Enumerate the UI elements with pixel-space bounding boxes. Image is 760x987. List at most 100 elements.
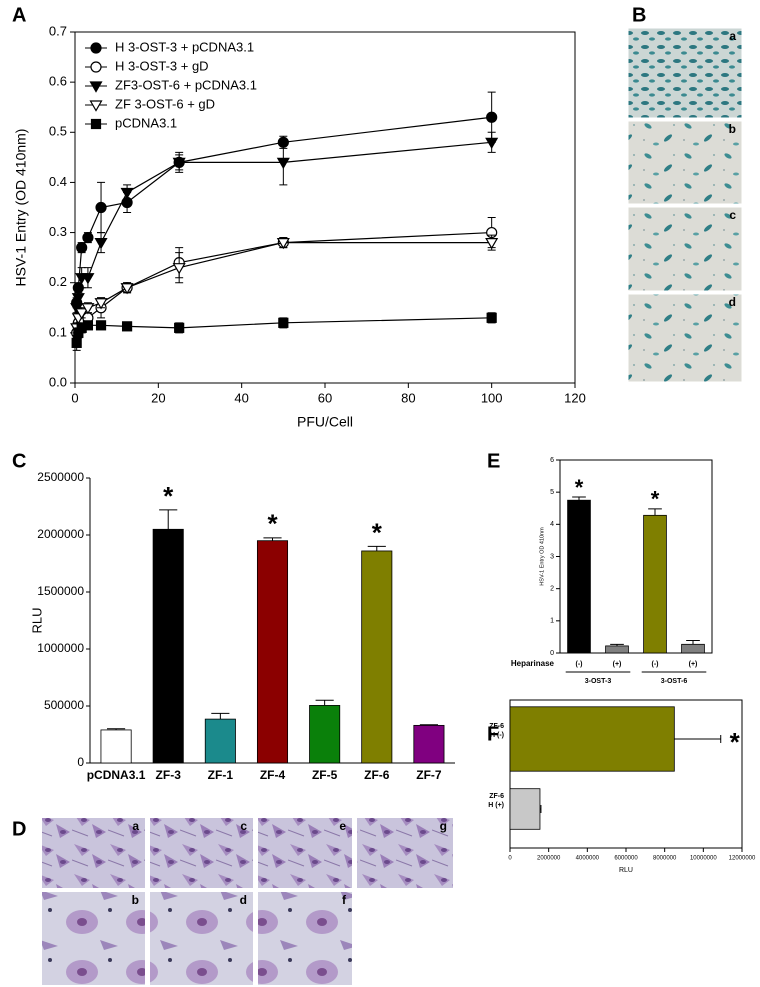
marker: [95, 320, 107, 331]
marker: [75, 308, 89, 320]
marker: [76, 242, 88, 254]
x-tick-label: 0: [71, 390, 78, 405]
bar: [509, 706, 675, 772]
marker: [120, 283, 134, 295]
marker: [82, 231, 94, 244]
legend-marker: [90, 61, 102, 73]
series-line: [76, 242, 492, 328]
legend-label: H 3-OST-3 + pCDNA3.1: [115, 39, 254, 54]
significance-mark: *: [730, 727, 741, 757]
marker: [486, 312, 497, 323]
micrograph-label: b: [729, 122, 736, 136]
y-tick-label: 0.6: [49, 74, 67, 89]
legend-label: H 3-OST-3 + gD: [115, 58, 209, 73]
group-label: 3-OST-6: [661, 678, 688, 685]
x-tick-label: 100: [481, 390, 503, 405]
micrograph-label: g: [440, 819, 447, 833]
micrograph-label: c: [729, 208, 736, 222]
panel-letter: D: [12, 818, 26, 840]
micrograph-label: b: [132, 893, 139, 907]
panel-letter: B: [632, 4, 646, 26]
error-bar: [159, 509, 178, 530]
micrograph-label: a: [729, 29, 736, 43]
marker: [95, 201, 107, 214]
y-tick-label: 2500000: [37, 470, 84, 484]
micrograph-label: c: [240, 819, 247, 833]
bar: [509, 788, 541, 830]
marker: [71, 293, 85, 305]
error-bar: [263, 537, 282, 541]
y-tick-label: 1: [550, 618, 554, 625]
significance-mark: *: [651, 487, 660, 512]
bar: [152, 528, 184, 764]
marker: [174, 322, 185, 333]
x-tick-label: 8000000: [653, 856, 677, 862]
micrograph: [150, 818, 253, 888]
category-title: Heparinase: [511, 659, 555, 668]
x-tick-label: pCDNA3.1: [87, 768, 146, 782]
y-tick-label: 0.4: [49, 174, 67, 189]
bar: [361, 550, 393, 764]
x-tick-label: 20: [151, 390, 165, 405]
micrograph: [258, 892, 352, 985]
bar: [100, 729, 132, 764]
y-tick-label: 1000000: [37, 641, 84, 655]
y-tick-sublabel: H (+): [488, 802, 504, 809]
error-bar: [686, 639, 700, 645]
y-tick-label: 2: [550, 586, 554, 593]
x-tick-label: 120: [564, 390, 586, 405]
x-tick-label: 80: [401, 390, 415, 405]
significance-mark: *: [163, 481, 174, 511]
bar: [643, 514, 667, 654]
bar: [681, 643, 705, 654]
micrograph-label: e: [339, 819, 346, 833]
y-tick-label: 5: [550, 489, 554, 496]
marker: [276, 238, 290, 250]
x-tick-label: (+): [613, 661, 622, 668]
x-tick-label: 4000000: [576, 856, 600, 862]
x-tick-label: 0: [508, 856, 512, 862]
bar: [567, 499, 591, 654]
y-tick-label: 0.0: [49, 374, 67, 389]
micrograph: [42, 892, 145, 985]
micrograph: [627, 206, 743, 292]
error-bar: [315, 699, 334, 706]
marker: [120, 187, 134, 200]
marker: [94, 238, 108, 250]
marker: [172, 157, 186, 170]
marker: [82, 320, 94, 331]
y-tick-label: 1500000: [37, 584, 84, 598]
panel-letter: A: [12, 4, 26, 26]
significance-mark: *: [267, 509, 278, 539]
x-tick-label: 12000000: [729, 856, 756, 862]
legend-marker: [90, 118, 102, 130]
group-label: 3-OST-3: [585, 678, 612, 685]
y-tick-label: ZF-6: [489, 793, 504, 800]
x-tick-label: ZF-3: [156, 768, 182, 782]
x-tick-label: (-): [652, 661, 659, 668]
micrograph: [357, 818, 453, 888]
y-tick-label: 2000000: [37, 527, 84, 541]
micrograph: [150, 892, 253, 985]
y-tick-sublabel: H (-): [490, 732, 504, 739]
marker: [278, 317, 289, 328]
micrograph-label: d: [729, 295, 736, 309]
micrograph: [627, 293, 743, 383]
significance-mark: *: [575, 475, 584, 500]
marker: [486, 111, 498, 123]
micrograph-label: d: [240, 893, 247, 907]
micrograph: [42, 818, 145, 888]
error-bar: [674, 735, 722, 743]
significance-mark: *: [372, 517, 383, 547]
y-tick-label: 0: [550, 650, 554, 657]
marker: [94, 298, 108, 310]
marker: [81, 273, 95, 285]
x-tick-label: ZF-1: [208, 768, 234, 782]
series: [71, 312, 497, 351]
bar: [413, 724, 445, 764]
x-tick-label: ZF-6: [364, 768, 390, 782]
legend-marker: [90, 42, 102, 54]
marker: [485, 137, 499, 150]
legend-marker: [89, 81, 103, 93]
